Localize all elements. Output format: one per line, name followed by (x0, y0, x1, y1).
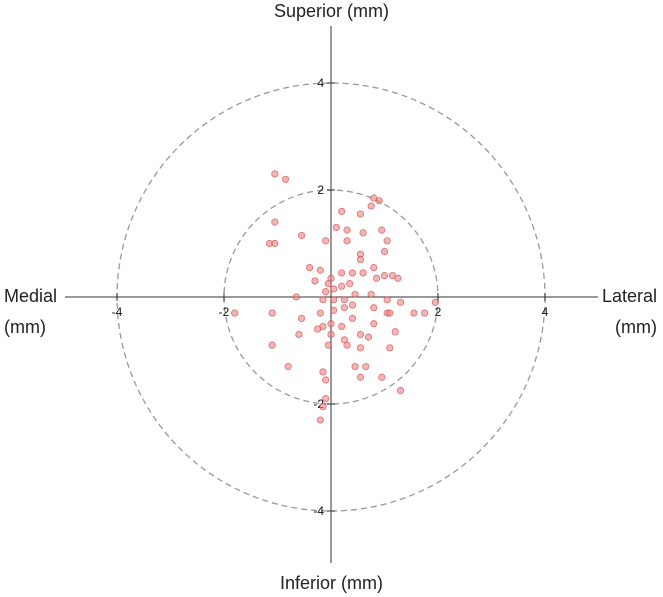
x-tick-label: 2 (435, 305, 442, 319)
data-point (327, 330, 335, 339)
data-point (322, 237, 330, 245)
data-point (356, 210, 365, 218)
data-point (348, 314, 356, 322)
data-point (364, 333, 373, 341)
data-point (271, 218, 279, 226)
data-point (351, 362, 359, 371)
x-axis-negative-label-line1: Medial (4, 286, 58, 306)
data-point (322, 395, 330, 403)
x-tick-label: 4 (542, 305, 549, 319)
data-point (330, 296, 338, 304)
data-point (359, 229, 367, 237)
data-point (284, 362, 292, 371)
data-point (372, 274, 381, 282)
data-point (378, 226, 386, 234)
data-point (314, 325, 322, 333)
data-point (396, 298, 405, 306)
data-point (340, 296, 348, 304)
data-point (338, 207, 346, 215)
data-point (316, 416, 324, 424)
data-point (268, 341, 276, 349)
data-point (327, 320, 335, 328)
data-point (271, 170, 279, 178)
data-point (380, 247, 389, 256)
data-point (346, 280, 354, 288)
data-point (295, 330, 303, 339)
data-point (281, 175, 290, 183)
data-point (330, 306, 338, 314)
data-point (394, 274, 402, 282)
y-axis-positive-label: Superior (mm) (273, 1, 389, 21)
data-point (343, 341, 351, 349)
data-point (391, 328, 399, 336)
data-point (359, 269, 367, 277)
data-point (330, 285, 338, 293)
data-point (271, 239, 279, 248)
data-point (324, 341, 332, 349)
data-point (351, 290, 359, 298)
data-point (340, 304, 348, 312)
data-point (370, 320, 378, 328)
x-tick-label: -4 (112, 305, 123, 319)
data-point (338, 269, 346, 277)
data-point (383, 237, 391, 245)
data-point (367, 290, 375, 298)
data-point (386, 344, 394, 352)
data-point (370, 263, 378, 272)
data-point (386, 309, 394, 317)
data-point (297, 231, 306, 240)
data-point (378, 373, 386, 381)
data-point (305, 263, 314, 272)
data-point (375, 197, 383, 205)
data-point (319, 368, 327, 376)
y-tick-label: -2 (313, 397, 324, 411)
data-point (356, 373, 365, 381)
data-point (410, 309, 418, 317)
data-point (421, 309, 429, 317)
data-point (338, 322, 346, 331)
data-point (348, 269, 356, 277)
data-point (322, 288, 330, 296)
data-point (319, 403, 327, 411)
x-axis-negative-label-line2: (mm) (4, 317, 46, 337)
data-point (362, 362, 370, 371)
data-point (396, 387, 405, 395)
data-point (356, 330, 365, 339)
data-point (367, 202, 375, 210)
data-point (343, 226, 351, 234)
data-point (370, 304, 378, 312)
data-point (324, 280, 332, 288)
data-point (322, 376, 330, 384)
data-point (311, 277, 319, 285)
x-axis-positive-label-line1: Lateral (601, 286, 657, 306)
data-point (356, 344, 365, 352)
data-point (332, 223, 340, 232)
data-point (348, 301, 356, 309)
data-point (356, 255, 365, 264)
data-point (431, 298, 439, 306)
data-point (338, 282, 346, 290)
data-point (343, 237, 351, 245)
data-point (297, 314, 306, 322)
y-axis-negative-label: Inferior (mm) (280, 573, 383, 593)
y-tick-label: 2 (317, 183, 324, 197)
data-point (380, 271, 389, 280)
x-axis-positive-label-line2: (mm) (615, 317, 657, 337)
x-tick-label: -2 (219, 305, 230, 319)
data-point (383, 296, 391, 304)
data-point (316, 266, 324, 274)
data-point (319, 296, 327, 304)
data-point (316, 309, 324, 317)
data-point (231, 309, 239, 317)
y-tick-label: 4 (317, 76, 324, 90)
data-point (268, 309, 276, 317)
data-point (292, 293, 300, 301)
y-tick-label: -4 (313, 504, 324, 518)
